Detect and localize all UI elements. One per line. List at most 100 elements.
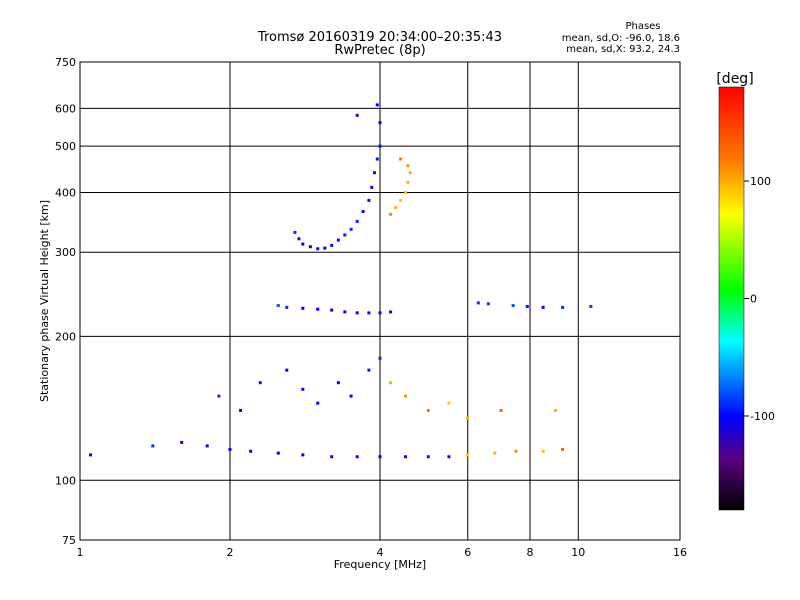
data-point [561, 305, 565, 309]
data-point [447, 401, 451, 405]
y-tick-label: 200 [55, 330, 76, 343]
data-point [297, 237, 301, 241]
data-point [217, 394, 221, 398]
colorbar-tick-label: -100 [750, 410, 775, 423]
data-point [525, 304, 529, 308]
data-point [276, 451, 280, 455]
data-point [249, 449, 253, 453]
data-point [180, 440, 184, 444]
data-point [375, 157, 379, 161]
data-point [406, 164, 410, 168]
data-point [343, 310, 347, 314]
data-point [285, 305, 289, 309]
data-point [355, 311, 359, 315]
x-axis-label: Frequency [MHz] [334, 558, 426, 571]
x-tick-label: 16 [673, 546, 687, 559]
data-point [378, 121, 382, 125]
data-point [408, 171, 412, 175]
data-points [89, 103, 593, 459]
colorbar-label: [deg] [716, 71, 753, 87]
data-point [403, 190, 407, 194]
data-point [205, 444, 209, 448]
data-point [375, 103, 379, 107]
data-point [426, 408, 430, 412]
data-point [301, 242, 305, 246]
data-point [511, 304, 515, 308]
data-point [323, 246, 327, 250]
data-point [361, 210, 365, 214]
data-point [378, 144, 382, 148]
data-point [349, 227, 353, 231]
data-point [399, 157, 403, 161]
data-point [316, 247, 320, 251]
data-point [499, 408, 503, 412]
data-point [541, 305, 545, 309]
data-point [349, 394, 353, 398]
data-point [367, 198, 371, 202]
y-axis-ticks: 75 100 200 300 400 500 600 750 [55, 56, 76, 547]
data-point [336, 381, 340, 385]
data-point [316, 401, 320, 405]
colorbar-tick-label: 0 [750, 293, 757, 306]
data-point [403, 394, 407, 398]
data-point [336, 238, 340, 242]
x-tick-label: 4 [377, 546, 384, 559]
grid-lines [80, 62, 680, 540]
data-point [367, 311, 371, 315]
data-point [476, 301, 480, 305]
data-point [426, 455, 430, 459]
data-point [258, 381, 262, 385]
data-point [367, 368, 371, 372]
data-point [589, 304, 593, 308]
data-point [514, 449, 518, 453]
y-tick-label: 750 [55, 56, 76, 69]
data-point [370, 185, 374, 189]
data-point [466, 453, 470, 457]
y-tick-label: 100 [55, 474, 76, 487]
phase-stats-heading: Phases [625, 21, 660, 32]
colorbar-tick-label: 100 [750, 175, 771, 188]
data-point [228, 447, 232, 451]
x-tick-label: 2 [227, 546, 234, 559]
colorbar-ticks: 100 0 -100 [744, 175, 775, 423]
data-point [406, 180, 410, 184]
data-point [301, 387, 305, 391]
data-point [301, 453, 305, 457]
data-point [399, 198, 403, 202]
data-point [389, 212, 393, 216]
data-point [89, 453, 93, 457]
y-tick-label: 400 [55, 186, 76, 199]
y-axis-label: Stationary phase Virtual Height [km] [38, 200, 51, 402]
data-point [330, 455, 334, 459]
data-point [394, 206, 398, 210]
data-point [486, 302, 490, 306]
plot-frame [79, 61, 681, 541]
y-tick-label: 600 [55, 102, 76, 115]
y-tick-label: 300 [55, 246, 76, 259]
chart-subtitle: RwPretec (8p) [334, 43, 425, 58]
data-point [378, 356, 382, 360]
data-point [553, 408, 557, 412]
data-point [355, 219, 359, 223]
data-point [389, 381, 393, 385]
data-point [389, 310, 393, 314]
data-point [466, 416, 470, 420]
x-tick-label: 10 [571, 546, 585, 559]
data-point [373, 171, 377, 175]
data-point [447, 455, 451, 459]
data-point [403, 455, 407, 459]
data-point [316, 307, 320, 311]
data-point [378, 455, 382, 459]
x-tick-label: 8 [527, 546, 534, 559]
data-point [293, 230, 297, 234]
y-tick-label: 500 [55, 140, 76, 153]
data-point [308, 245, 312, 249]
phase-stats-x: mean, sd,X: 93.2, 24.3 [566, 44, 680, 55]
data-point [330, 243, 334, 247]
data-point [355, 113, 359, 117]
data-point [301, 306, 305, 310]
data-point [541, 449, 545, 453]
x-tick-label: 1 [77, 546, 84, 559]
phase-stats-o: mean, sd,O: -96.0, 18.6 [562, 33, 680, 44]
data-point [151, 444, 155, 448]
